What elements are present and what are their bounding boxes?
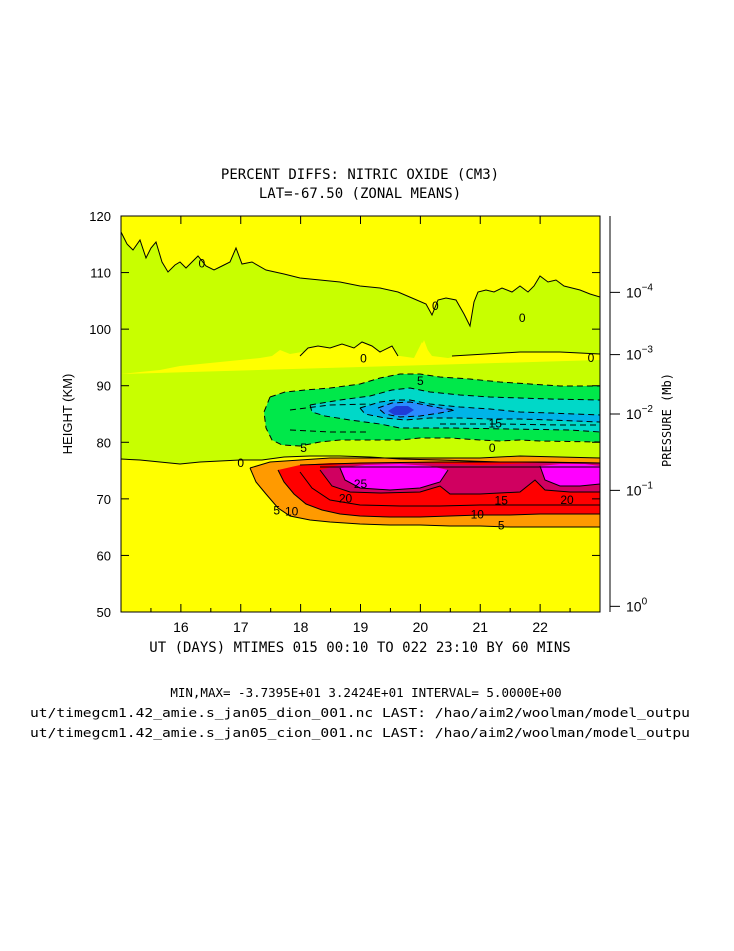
- x-tick-label: 16: [173, 619, 189, 635]
- footer-file-1: ut/timegcm1.42_amie.s_jan05_dion_001.nc …: [30, 705, 690, 720]
- chart-title: PERCENT DIFFS: NITRIC OXIDE (CM3): [221, 167, 499, 183]
- contour-label: 25: [354, 477, 368, 491]
- contour-label: 5: [300, 441, 307, 455]
- fill-neg-min: [388, 406, 414, 415]
- fill-island-1: [300, 342, 398, 360]
- contour-label: 0: [360, 352, 367, 366]
- x-axis: 16 17 18 19 20 21 22: [150, 216, 571, 635]
- pressure-axis: 10−4 10−3 10−2 10−1 100: [609, 216, 653, 614]
- contour-label: 10: [285, 504, 299, 518]
- x-tick-label: 17: [233, 619, 249, 635]
- contour-label: 0: [198, 257, 205, 271]
- contour-pos-10: [277, 469, 600, 518]
- contour-neg-5: [263, 373, 600, 447]
- contour-label: 5: [273, 504, 280, 518]
- pressure-tick-exponent: −3: [642, 345, 654, 356]
- y-tick-label: 70: [97, 492, 111, 507]
- fill-pos-25-b: [540, 464, 600, 486]
- x-tick-label: 20: [413, 619, 429, 635]
- contour-label: 15: [495, 494, 509, 508]
- contour-label: 0: [588, 351, 595, 365]
- contour-label: 20: [560, 493, 574, 507]
- contour-neg-10: [309, 387, 600, 433]
- contour-label: 5: [417, 374, 424, 388]
- y-tick-label: 120: [89, 209, 111, 224]
- contour-zero-95: [299, 341, 399, 357]
- contour-label: 0: [519, 311, 526, 325]
- contour-pos-15: [299, 471, 600, 507]
- pressure-tick-exponent: 0: [642, 596, 648, 607]
- x-tick-label: 22: [532, 619, 548, 635]
- y-tick-label: 90: [97, 379, 111, 394]
- y-tick-label: 80: [97, 435, 111, 450]
- x-tick-label: 21: [472, 619, 488, 635]
- pressure-tick-label: 10−4: [626, 282, 653, 300]
- pressure-tick-exponent: −2: [642, 404, 654, 415]
- y-axis-label: HEIGHT (KM): [60, 374, 75, 455]
- x-axis-label: UT (DAYS) MTIMES 015 00:10 TO 022 23:10 …: [149, 640, 570, 656]
- contour-label: 10: [471, 508, 485, 522]
- fill-pos-25-a: [340, 464, 448, 490]
- contour-label: 0: [489, 441, 496, 455]
- contour-negative-lines: [263, 373, 600, 447]
- footer-file-2: ut/timegcm1.42_amie.s_jan05_cion_001.nc …: [30, 725, 690, 740]
- y-tick-label: 100: [89, 322, 111, 337]
- contour-label: 15: [489, 417, 503, 431]
- pressure-tick-label: 10−2: [626, 404, 653, 422]
- contour-zero-upper: [121, 231, 600, 328]
- contour-label: 5: [498, 518, 505, 532]
- y-tick-label: 60: [97, 548, 111, 563]
- contour-neg-extra: [289, 403, 600, 433]
- pressure-tick-label: 10−3: [626, 345, 653, 363]
- contour-pos-upper: [299, 461, 600, 468]
- contour-label: 20: [339, 491, 353, 505]
- pressure-tick-exponent: −4: [642, 282, 654, 293]
- y-tick-label: 110: [90, 266, 111, 281]
- contour-lines: [121, 231, 600, 528]
- x-tick-label: 18: [293, 619, 309, 635]
- contour-label: 0: [237, 456, 244, 470]
- chart-subtitle: LAT=-67.50 (ZONAL MEANS): [259, 186, 461, 202]
- contour-zero-lower: [121, 455, 600, 465]
- contour-pos-20: [319, 469, 600, 495]
- pressure-tick-exponent: −1: [642, 480, 654, 491]
- pressure-axis-label: PRESSURE (Mb): [660, 373, 674, 467]
- contour-zero-95b: [451, 351, 600, 357]
- fill-island-2: [418, 340, 430, 356]
- pressure-tick-label: 100: [626, 596, 648, 614]
- x-tick-label: 19: [353, 619, 369, 635]
- contour-pos-5: [249, 455, 600, 528]
- y-tick-label: 50: [97, 605, 111, 620]
- footer-minmax: MIN,MAX= -3.7395E+01 3.2424E+01 INTERVAL…: [170, 685, 561, 700]
- contour-pos-25: [339, 465, 600, 491]
- pressure-tick-label: 10−1: [626, 480, 653, 498]
- fill-neg-0-5: [121, 232, 600, 374]
- contour-label: 0: [432, 299, 439, 313]
